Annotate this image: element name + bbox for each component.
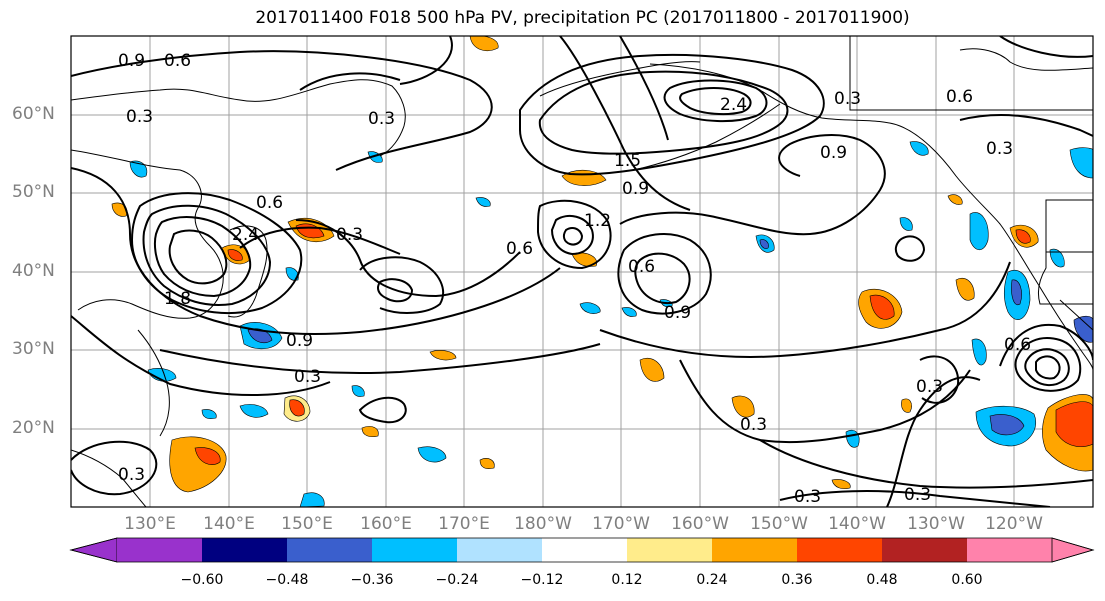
contour-label: 1.8	[164, 289, 191, 309]
contour-label: 0.3	[916, 377, 943, 397]
lon-label: 170°E	[438, 514, 490, 534]
lon-label: 130°E	[124, 514, 176, 534]
colorbar-outline	[69, 537, 1095, 563]
lat-label: 60°N	[12, 104, 55, 124]
lon-label: 170°W	[592, 514, 650, 534]
colorbar-segment	[797, 538, 882, 562]
colorbar-tick-label: 0.60	[951, 572, 983, 588]
contour-label: 0.6	[946, 87, 973, 107]
contour-label: 0.3	[986, 139, 1013, 159]
colorbar-segment	[542, 538, 627, 562]
colorbar-tick-label: 0.24	[696, 572, 728, 588]
colorbar-segment	[202, 538, 287, 562]
colorbar-tick-label: 0.12	[611, 572, 643, 588]
colorbar-tick-label: −0.48	[265, 572, 309, 588]
lon-label: 150°W	[750, 514, 808, 534]
lon-label: 140°E	[203, 514, 255, 534]
contour-label: 2.4	[232, 225, 259, 245]
contour-label: 0.3	[834, 89, 861, 109]
colorbar-extend-low	[69, 537, 118, 563]
contour-label: 0.3	[904, 485, 931, 505]
lat-label: 20°N	[12, 418, 55, 438]
lon-label: 120°W	[985, 514, 1043, 534]
colorbar-segment	[882, 538, 967, 562]
colorbar-tick-label: 0.48	[866, 572, 898, 588]
contour-label: 0.3	[126, 107, 153, 127]
colorbar-tick-label: −0.60	[180, 572, 224, 588]
colorbar-segment	[372, 538, 457, 562]
lat-label: 40°N	[12, 261, 55, 281]
map-frame	[70, 35, 1094, 508]
contour-label: 0.6	[256, 193, 283, 213]
lat-label: 50°N	[12, 182, 55, 202]
graticule	[71, 36, 1093, 507]
lat-label: 30°N	[12, 339, 55, 359]
colorbar-tick-label: −0.12	[520, 572, 564, 588]
contour-label: 0.3	[118, 465, 145, 485]
contour-label: 1.5	[614, 151, 641, 171]
contour-label: 0.9	[286, 331, 313, 351]
precip-anomaly-shading	[111, 36, 1093, 507]
contour-label: 0.6	[628, 257, 655, 277]
colorbar-segment	[627, 538, 712, 562]
contour-label: 0.6	[164, 51, 191, 71]
contour-label: 1.2	[584, 211, 611, 231]
colorbar-segment	[117, 538, 202, 562]
pv-contours	[71, 36, 1093, 507]
lon-label: 130°W	[907, 514, 965, 534]
colorbar-tick-label: −0.36	[350, 572, 394, 588]
contour-labels: 0.9 0.6 0.3 0.3 0.6 2.4 1.8 0.9 0.3 0.3 …	[118, 51, 1031, 507]
lon-label: 140°W	[828, 514, 886, 534]
contour-label: 0.3	[336, 225, 363, 245]
contour-label: 0.3	[794, 487, 821, 507]
contour-label: 0.9	[664, 303, 691, 323]
colorbar-segment	[287, 538, 372, 562]
lon-label: 180°W	[514, 514, 572, 534]
contour-label: 0.3	[368, 109, 395, 129]
colorbar-tick-label: 0.36	[781, 572, 813, 588]
contour-label: 0.9	[820, 143, 847, 163]
lon-label: 150°E	[281, 514, 333, 534]
contour-label: 0.3	[294, 367, 321, 387]
colorbar-extend-high	[1051, 537, 1095, 563]
colorbar-segment	[712, 538, 797, 562]
colorbar-segment	[967, 538, 1052, 562]
contour-label: 0.3	[740, 415, 767, 435]
map-title: 2017011400 F018 500 hPa PV, precipitatio…	[255, 8, 910, 28]
colorbar-tick-label: −0.24	[435, 572, 479, 588]
contour-label: 2.4	[720, 95, 747, 115]
lon-label: 160°E	[360, 514, 412, 534]
contour-label: 0.9	[622, 179, 649, 199]
coastlines	[71, 36, 1093, 507]
lon-label: 160°W	[671, 514, 729, 534]
colorbar-segment	[457, 538, 542, 562]
contour-label: 0.6	[506, 239, 533, 259]
contour-label: 0.9	[118, 51, 145, 71]
colorbar	[69, 537, 1095, 563]
contour-label: 0.6	[1004, 335, 1031, 355]
